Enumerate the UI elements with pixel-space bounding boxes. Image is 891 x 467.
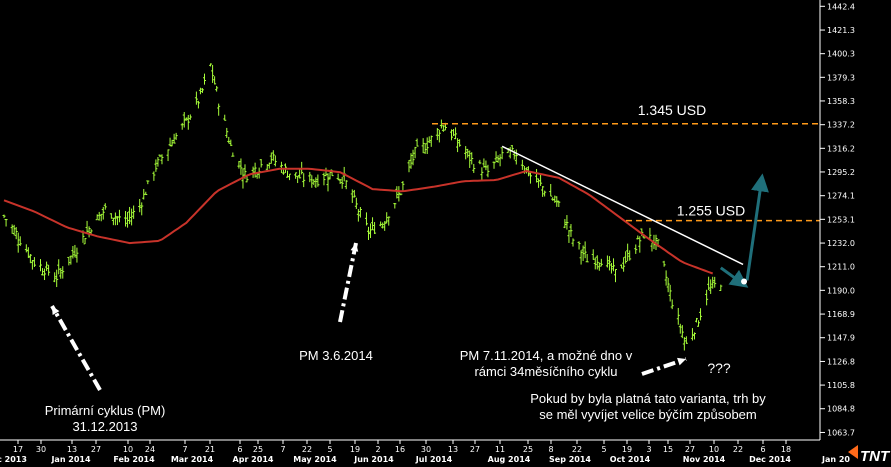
x-day-label: 13 [448, 445, 458, 454]
x-day-label: 10 [123, 445, 133, 454]
x-day-label: 6 [237, 445, 242, 454]
x-day-label: 30 [421, 445, 431, 454]
x-day-label: 7 [280, 445, 285, 454]
resistance-levels [432, 123, 820, 266]
x-month-label: Mar 2014 [171, 455, 214, 464]
x-day-label: 27 [91, 445, 101, 454]
annotations: 1.345 USD 1.255 USD Primární cyklus (PM)31… [45, 102, 767, 434]
projection-down-arrow [719, 266, 749, 288]
tnt-logo: TNT [848, 445, 891, 465]
x-day-label: 2 [375, 445, 380, 454]
x-month-label: Sep 2014 [549, 455, 591, 464]
x-day-label: 7 [182, 445, 187, 454]
y-tick-label: 1295.2 [827, 168, 855, 177]
y-tick-label: 1063.7 [827, 428, 855, 437]
tnt-logo-mark [848, 445, 858, 459]
x-month-label: Nov 2014 [683, 455, 726, 464]
y-tick-label: 1232.0 [827, 239, 855, 248]
y-axis-panel [820, 0, 891, 467]
x-day-label: 27 [470, 445, 480, 454]
x-day-label: 5 [327, 445, 332, 454]
x-day-label: 30 [36, 445, 46, 454]
x-day-label: 15 [663, 445, 673, 454]
y-tick-label: 1316.2 [827, 144, 855, 153]
y-tick-label: 1168.9 [827, 310, 855, 319]
moving-average [3, 167, 714, 275]
y-tick-label: 1442.4 [827, 2, 855, 11]
projection-up-arrow [745, 173, 769, 281]
x-day-label: 11 [495, 445, 505, 454]
x-day-label: 5 [601, 445, 606, 454]
x-day-label: 17 [13, 445, 23, 454]
annotation-arrows [50, 173, 769, 391]
x-day-label: 22 [302, 445, 312, 454]
x-day-label: 25 [523, 445, 533, 454]
annotation-question-marks-line-0: ??? [707, 360, 731, 376]
x-month-label: Jun 2014 [353, 455, 394, 464]
x-month-label: Aug 2014 [488, 455, 531, 464]
annotation-pm-dec-2013-line-1: 31.12.2013 [72, 419, 137, 434]
y-tick-label: 1379.3 [827, 73, 855, 82]
tnt-logo-text: TNT [860, 448, 891, 465]
annotation-pm-jun-2014-line-0: PM 3.6.2014 [299, 348, 373, 363]
x-month-label: May 2014 [293, 455, 337, 464]
arrow-pm-dec-2013-head [52, 306, 60, 315]
x-day-label: 22 [572, 445, 582, 454]
x-month-label: Jul 2014 [415, 455, 453, 464]
x-day-label: 3 [646, 445, 651, 454]
arrow-pm-nov-2014-head [677, 357, 686, 366]
level-1345-label: 1.345 USD [638, 102, 706, 118]
x-month-label: Dec 2014 [749, 455, 791, 464]
arrow-pm-dec-2013 [50, 305, 102, 391]
annotation-pm-nov-2014-line-0: PM 7.11.2014, a možné dno v [460, 348, 633, 363]
y-tick-label: 1190.0 [827, 286, 855, 295]
x-day-label: 6 [760, 445, 765, 454]
y-tick-label: 1253.1 [827, 215, 855, 224]
y-tick-label: 1421.3 [827, 26, 855, 35]
x-day-label: 19 [350, 445, 360, 454]
projection-pivot [741, 278, 748, 285]
x-day-label: 21 [205, 445, 215, 454]
price-bars [2, 63, 723, 351]
x-day-label: 22 [733, 445, 743, 454]
x-day-label: 16 [395, 445, 405, 454]
x-day-label: 8 [548, 445, 553, 454]
x-month-label: Jan 2014 [50, 455, 91, 464]
x-day-label: 18 [781, 445, 791, 454]
annotation-pm-dec-2013-line-0: Primární cyklus (PM) [45, 403, 166, 418]
y-tick-label: 1211.0 [827, 263, 855, 272]
trend-line [501, 145, 744, 266]
annotation-scenario-line-0: Pokud by byla platná tato varianta, trh … [530, 391, 766, 406]
moving-average-line [3, 167, 714, 275]
level-1255-label: 1.255 USD [677, 203, 745, 219]
x-day-label: 19 [622, 445, 632, 454]
annotation-pm-nov-2014-line-1: rámci 34měsíčního cyklu [474, 364, 617, 379]
x-axis-panel [0, 440, 820, 467]
annotation-scenario-line-1: se měl vyvíjet velice býčím způsobem [539, 407, 756, 422]
y-tick-label: 1358.3 [827, 97, 855, 106]
x-month-label: Jan 20 [821, 455, 850, 464]
x-day-label: 13 [67, 445, 77, 454]
arrow-pm-jun-2014-head [350, 243, 359, 252]
x-day-label: 25 [253, 445, 263, 454]
y-tick-label: 1105.8 [827, 381, 855, 390]
arrow-pm-nov-2014 [641, 357, 687, 376]
y-tick-label: 1126.8 [827, 357, 855, 366]
y-tick-label: 1274.1 [827, 192, 855, 201]
y-tick-label: 1084.8 [827, 405, 855, 414]
x-day-label: 24 [145, 445, 155, 454]
y-tick-label: 1337.2 [827, 121, 855, 130]
y-tick-label: 1147.9 [827, 334, 855, 343]
x-month-label: Feb 2014 [113, 455, 155, 464]
x-month-label: Apr 2014 [233, 455, 274, 464]
x-day-label: 10 [709, 445, 719, 454]
x-month-label: Dec 2013 [0, 455, 27, 464]
y-tick-label: 1400.3 [827, 50, 855, 59]
x-day-label: 27 [685, 445, 695, 454]
arrow-pm-jun-2014 [338, 242, 358, 323]
x-month-label: Oct 2014 [610, 455, 651, 464]
